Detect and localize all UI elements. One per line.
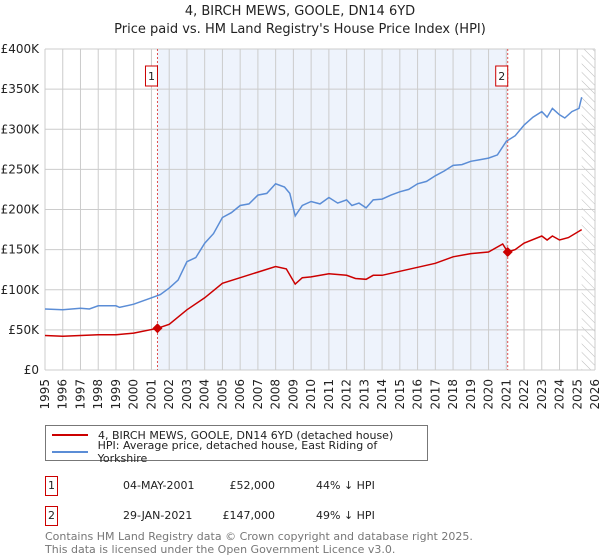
- legend-item-hpi: HPI: Average price, detached house, East…: [52, 439, 427, 465]
- sale-point: [152, 323, 163, 334]
- x-tick-label: 2017: [428, 379, 442, 410]
- sale-hpi-diff: 49% ↓ HPI: [316, 509, 375, 522]
- chart-title: 4, BIRCH MEWS, GOOLE, DN14 6YD: [184, 4, 416, 19]
- x-tick-label: 1995: [38, 379, 52, 410]
- series-line: [44, 97, 583, 311]
- x-tick-label: 2000: [127, 379, 141, 410]
- y-tick-label: £400K: [1, 42, 41, 56]
- series-line: [44, 228, 583, 338]
- x-tick-label: 2020: [482, 379, 496, 410]
- y-tick-label: £200K: [1, 203, 41, 217]
- footer: Contains HM Land Registry data © Crown c…: [45, 530, 473, 556]
- y-tick-label: £150K: [1, 243, 41, 257]
- sale-label: 1: [148, 70, 155, 83]
- x-tick-label: 2026: [588, 379, 600, 410]
- sale-label-box: [495, 65, 509, 87]
- legend-label-property: 4, BIRCH MEWS, GOOLE, DN14 6YD (detached…: [98, 428, 394, 442]
- x-tick-label: 2023: [535, 379, 549, 410]
- x-tick-label: 2010: [304, 379, 318, 410]
- legend-swatch-hpi: [52, 451, 88, 453]
- y-tick-label: £300K: [1, 122, 41, 136]
- x-tick-label: 2001: [144, 379, 158, 410]
- x-tick-label: 2006: [233, 379, 247, 410]
- footer-copyright: Contains HM Land Registry data © Crown c…: [45, 530, 473, 543]
- sale-point: [502, 247, 513, 258]
- y-tick-label: £0: [24, 363, 39, 377]
- legend-item-property: 4, BIRCH MEWS, GOOLE, DN14 6YD (detached…: [52, 427, 393, 443]
- x-tick-label: 2018: [446, 379, 460, 410]
- x-tick-label: 2008: [269, 379, 283, 410]
- sale-date: 04-MAY-2001: [123, 479, 195, 492]
- x-tick-label: 1998: [91, 379, 105, 410]
- legend-label-hpi: HPI: Average price, detached house, East…: [97, 439, 378, 465]
- sale-price: £52,000: [229, 479, 276, 492]
- x-tick-label: 2005: [215, 379, 229, 410]
- sale-label-box: [144, 65, 158, 87]
- y-tick-label: £100K: [1, 283, 41, 297]
- legend: 4, BIRCH MEWS, GOOLE, DN14 6YD (detached…: [45, 425, 428, 465]
- y-tick-label: £50K: [8, 323, 40, 337]
- x-tick-label: 1999: [109, 379, 123, 410]
- x-tick-label: 2014: [375, 379, 389, 410]
- x-tick-label: 2002: [162, 379, 176, 410]
- x-tick-label: 2015: [393, 379, 407, 410]
- x-tick-label: 2004: [198, 379, 212, 410]
- sale-price: £147,000: [222, 509, 276, 522]
- sale-number-badge: 2: [45, 506, 58, 526]
- y-tick-label: £350K: [1, 82, 41, 96]
- x-tick-label: 2007: [251, 379, 265, 410]
- x-tick-label: 2011: [322, 379, 336, 410]
- x-tick-label: 2016: [411, 379, 425, 410]
- x-tick-label: 2012: [340, 379, 354, 410]
- x-tick-label: 2013: [357, 379, 371, 410]
- footer-licence: This data is licensed under the Open Gov…: [45, 543, 396, 556]
- y-tick-label: £250K: [1, 162, 41, 176]
- x-tick-label: 2019: [464, 379, 478, 410]
- x-tick-label: 2009: [286, 379, 300, 410]
- x-tick-label: 1997: [73, 379, 87, 410]
- sale-date: 29-JAN-2021: [123, 509, 193, 522]
- sale-label: 2: [498, 70, 505, 83]
- x-tick-label: 1996: [56, 379, 70, 410]
- chart-subtitle: Price paid vs. HM Land Registry's House …: [114, 22, 486, 37]
- x-tick-label: 2021: [499, 379, 513, 410]
- price-chart: 1995 1996 1997 1998 1999 2000 2001 2002 2003 2004…: [1, 42, 600, 410]
- legend-swatch-property: [52, 434, 88, 436]
- x-tick-label: 2003: [180, 379, 194, 410]
- sale-number-badge: 1: [45, 476, 58, 496]
- x-tick-label: 2022: [517, 379, 531, 410]
- x-tick-label: 2024: [553, 379, 567, 410]
- x-tick-label: 2025: [570, 379, 584, 410]
- sale-hpi-diff: 44% ↓ HPI: [316, 479, 375, 492]
